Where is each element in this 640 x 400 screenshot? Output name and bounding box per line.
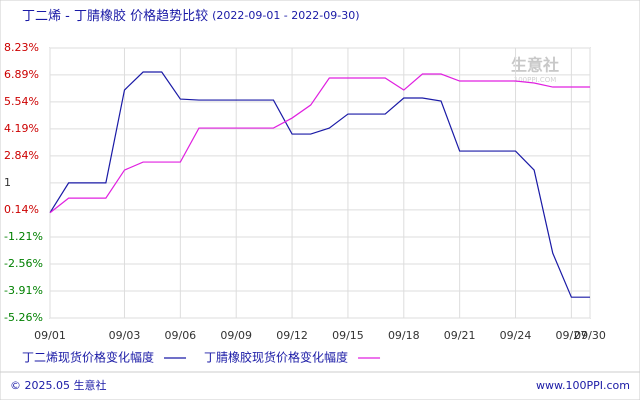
y-tick-label: 8.23% — [4, 41, 39, 54]
subtitle-text: (2022-09-01 - 2022-09-30) — [212, 9, 359, 22]
footer-right: www.100PPI.com — [536, 379, 630, 392]
x-tick-label: 09/12 — [276, 329, 308, 342]
x-tick-label: 09/03 — [109, 329, 141, 342]
x-tick-label: 09/30 — [574, 329, 606, 342]
x-tick-label: 09/06 — [164, 329, 196, 342]
x-tick-label: 09/01 — [34, 329, 66, 342]
y-tick-label: 1 — [4, 176, 11, 189]
y-tick-label: 2.84% — [4, 149, 39, 162]
footer-left: © 2025.05 生意社 — [10, 378, 106, 392]
title-text: 丁二烯 - 丁腈橡胶 价格趋势比较 — [22, 8, 208, 24]
x-tick-label: 09/09 — [220, 329, 252, 342]
series-line — [49, 71, 590, 298]
x-tick-label: 09/15 — [332, 329, 364, 342]
y-tick-label: 5.54% — [4, 95, 39, 108]
y-tick-label: -2.56% — [4, 257, 43, 270]
legend-label: 丁二烯现货价格变化幅度 — [22, 350, 154, 365]
y-tick-label: -1.21% — [4, 230, 43, 243]
legend-label: 丁腈橡胶现货价格变化幅度 — [204, 350, 348, 365]
y-tick-label: 6.89% — [4, 68, 39, 81]
series-line — [49, 73, 590, 214]
x-tick-label: 09/24 — [500, 329, 532, 342]
watermark-sub: 100PPI.COM — [514, 76, 557, 84]
y-tick-label: 0.14% — [4, 203, 39, 216]
y-tick-label: -3.91% — [4, 284, 43, 297]
y-tick-label: 4.19% — [4, 122, 39, 135]
x-tick-label: 09/18 — [388, 329, 420, 342]
watermark: 生意社 — [511, 56, 559, 75]
chart-title: 丁二烯 - 丁腈橡胶 价格趋势比较 (2022-09-01 - 2022-09-3… — [22, 8, 360, 24]
x-tick-label: 09/21 — [444, 329, 476, 342]
x-tick-label: 09/27 — [556, 329, 588, 342]
y-tick-label: -5.26% — [4, 311, 43, 324]
